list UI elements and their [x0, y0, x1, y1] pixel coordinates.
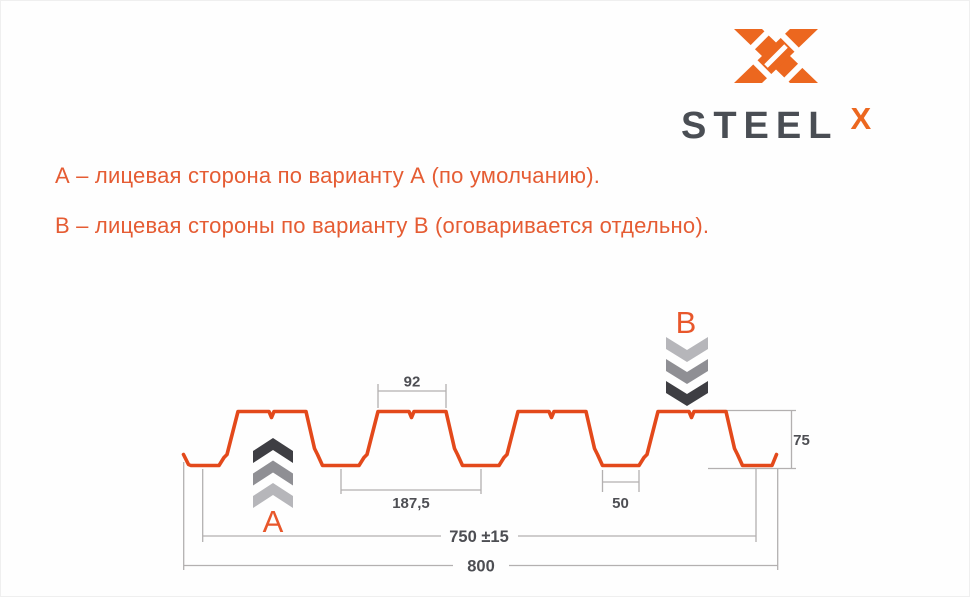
chevron-b-mid: [666, 359, 708, 384]
variant-b-label: В: [676, 305, 697, 340]
variant-a-note: А – лицевая сторона по варианту А (по ум…: [55, 163, 601, 188]
chevron-b-light: [666, 337, 708, 362]
variant-b-note: В – лицевая стороны по варианту В (огова…: [55, 213, 710, 238]
chevrons-up-a-icon: [253, 438, 293, 508]
logo-sup-x: X: [850, 101, 872, 136]
logo-x-bar-ascending: [734, 29, 818, 83]
profile-outline: [181, 409, 779, 468]
dim-75-label: 75: [793, 432, 810, 449]
dim-50-label: 50: [612, 495, 629, 512]
dim-92-label: 92: [404, 374, 421, 391]
dim-187-label: 187,5: [392, 495, 430, 512]
dim-800-label: 800: [467, 558, 495, 576]
logo-wordmark: STEEL X: [681, 101, 951, 148]
variant-a-label: А: [263, 504, 284, 539]
logo-text: STEEL: [681, 105, 839, 147]
logo-x-icon: [734, 29, 818, 83]
dim-750-label: 750 ±15: [449, 528, 509, 546]
chevron-b-dark: [666, 381, 708, 406]
chevron-a-light: [253, 483, 293, 508]
chevron-a-mid: [253, 460, 293, 486]
logo: STEEL X: [641, 1, 961, 161]
chevrons-down-b-icon: [666, 337, 708, 406]
chevron-a-dark: [253, 438, 293, 463]
